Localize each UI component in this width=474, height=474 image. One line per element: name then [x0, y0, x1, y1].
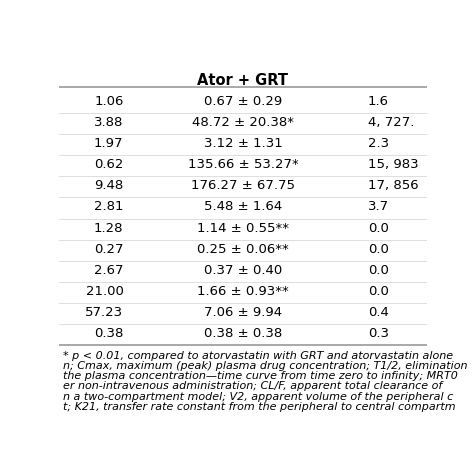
- Text: 5.48 ± 1.64: 5.48 ± 1.64: [204, 201, 282, 213]
- Text: n; Cmax, maximum (peak) plasma drug concentration; T1/2, elimination: n; Cmax, maximum (peak) plasma drug conc…: [63, 361, 467, 371]
- Text: 21.00: 21.00: [86, 285, 124, 298]
- Text: 2.67: 2.67: [94, 264, 124, 277]
- Text: 1.14 ± 0.55**: 1.14 ± 0.55**: [197, 221, 289, 235]
- Text: er non-intravenous administration; CL/F, apparent total clearance of: er non-intravenous administration; CL/F,…: [63, 382, 442, 392]
- Text: 176.27 ± 67.75: 176.27 ± 67.75: [191, 179, 295, 192]
- Text: 0.25 ± 0.06**: 0.25 ± 0.06**: [197, 243, 289, 256]
- Text: t; K21, transfer rate constant from the peripheral to central compartm: t; K21, transfer rate constant from the …: [63, 402, 456, 412]
- Text: the plasma concentration—time curve from time zero to infinity; MRT0: the plasma concentration—time curve from…: [63, 371, 458, 381]
- Text: 3.88: 3.88: [94, 116, 124, 129]
- Text: 0.0: 0.0: [368, 285, 389, 298]
- Text: 0.0: 0.0: [368, 221, 389, 235]
- Text: 3.12 ± 1.31: 3.12 ± 1.31: [203, 137, 283, 150]
- Text: 2.3: 2.3: [368, 137, 389, 150]
- Text: n a two-compartment model; V2, apparent volume of the peripheral c: n a two-compartment model; V2, apparent …: [63, 392, 453, 401]
- Text: 48.72 ± 20.38*: 48.72 ± 20.38*: [192, 116, 294, 129]
- Text: 1.66 ± 0.93**: 1.66 ± 0.93**: [197, 285, 289, 298]
- Text: 2.81: 2.81: [94, 201, 124, 213]
- Text: 3.7: 3.7: [368, 201, 389, 213]
- Text: 0.0: 0.0: [368, 243, 389, 256]
- Text: 0.67 ± 0.29: 0.67 ± 0.29: [204, 95, 282, 108]
- Text: 135.66 ± 53.27*: 135.66 ± 53.27*: [188, 158, 298, 171]
- Text: * p < 0.01, compared to atorvastatin with GRT and atorvastatin alone: * p < 0.01, compared to atorvastatin wit…: [63, 351, 453, 361]
- Text: 0.38 ± 0.38: 0.38 ± 0.38: [204, 328, 282, 340]
- Text: 17, 856: 17, 856: [368, 179, 419, 192]
- Text: 1.28: 1.28: [94, 221, 124, 235]
- Text: Ator + GRT: Ator + GRT: [198, 73, 288, 88]
- Text: 1.97: 1.97: [94, 137, 124, 150]
- Text: 4, 727.: 4, 727.: [368, 116, 414, 129]
- Text: 7.06 ± 9.94: 7.06 ± 9.94: [204, 306, 282, 319]
- Text: 0.3: 0.3: [368, 328, 389, 340]
- Text: 1.06: 1.06: [94, 95, 124, 108]
- Text: 0.38: 0.38: [94, 328, 124, 340]
- Text: 0.0: 0.0: [368, 264, 389, 277]
- Text: 0.37 ± 0.40: 0.37 ± 0.40: [204, 264, 282, 277]
- Text: 57.23: 57.23: [85, 306, 124, 319]
- Text: 0.62: 0.62: [94, 158, 124, 171]
- Text: 0.27: 0.27: [94, 243, 124, 256]
- Text: 1.6: 1.6: [368, 95, 389, 108]
- Text: 15, 983: 15, 983: [368, 158, 419, 171]
- Text: 0.4: 0.4: [368, 306, 389, 319]
- Text: 9.48: 9.48: [94, 179, 124, 192]
